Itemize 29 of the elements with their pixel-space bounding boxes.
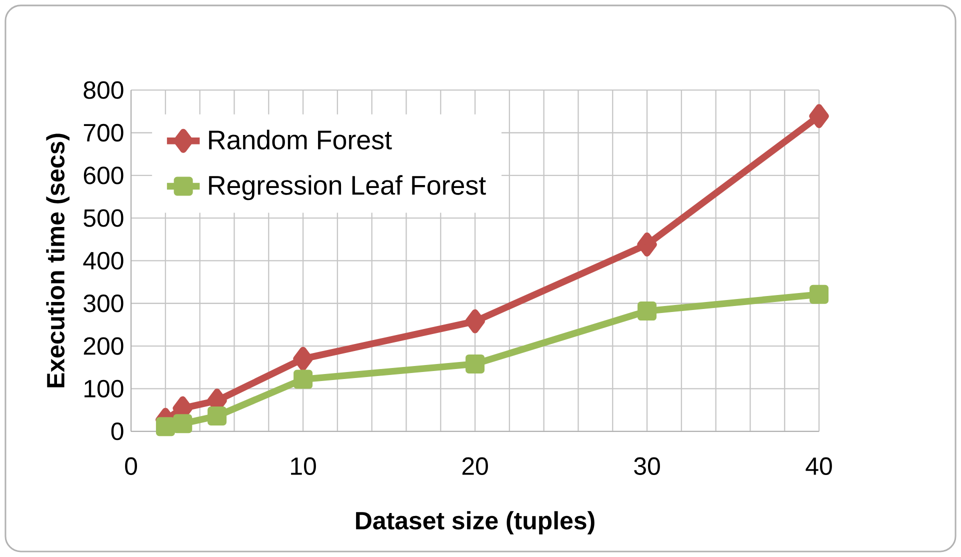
point (156, 417, 175, 436)
point (173, 414, 192, 434)
x-tick-label: 40 (806, 457, 832, 475)
point (293, 346, 313, 371)
y-tick-label: 0 (111, 422, 124, 440)
y-tick-label: 200 (84, 337, 124, 355)
point (466, 354, 485, 374)
y-tick-label: 800 (84, 81, 124, 99)
y-tick-label: 500 (84, 209, 124, 227)
point (638, 302, 657, 321)
x-tick-label: 20 (462, 457, 488, 475)
y-tick-label: 300 (84, 294, 124, 312)
point (637, 232, 657, 257)
point (208, 406, 227, 426)
x-axis-title: Dataset size (tuples) (356, 511, 594, 534)
x-tick-label: 30 (634, 457, 660, 475)
legend-label: Regression Leaf Forest (209, 175, 486, 200)
y-tick-label: 700 (84, 124, 124, 142)
point (465, 309, 485, 334)
point (809, 104, 829, 128)
point (294, 370, 313, 389)
legend-label: Random Forest (209, 130, 392, 150)
point (810, 284, 829, 304)
y-tick-label: 400 (83, 252, 124, 270)
y-tick-label: 100 (84, 380, 124, 398)
y-axis-title: Execution time (secs) (46, 134, 70, 388)
x-tick-label: 0 (125, 457, 138, 475)
x-tick-label: 10 (291, 457, 316, 475)
y-tick-label: 600 (84, 166, 124, 184)
